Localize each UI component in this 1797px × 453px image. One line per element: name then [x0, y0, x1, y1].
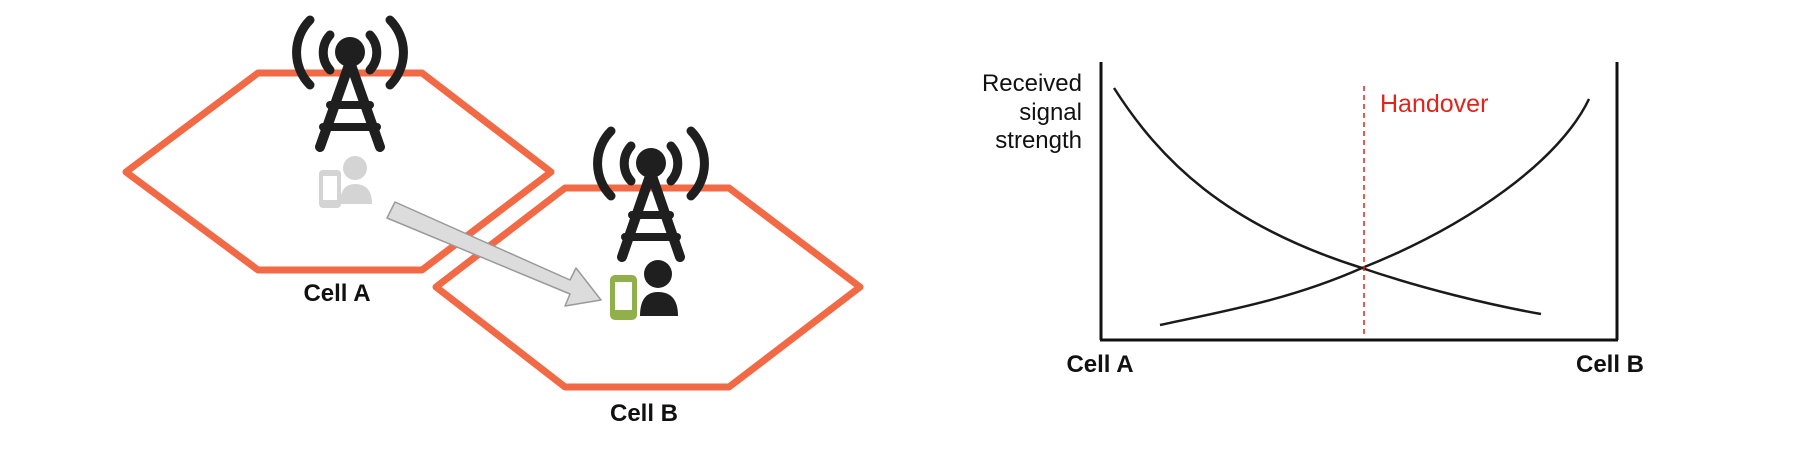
cell-a-signal-curve — [1112, 87, 1542, 316]
cell-a-hexagon — [122, 69, 555, 274]
ghost-user-icon — [319, 156, 372, 208]
cell-b-signal-curve — [1159, 98, 1591, 327]
y-axis-label-line3: strength — [995, 127, 1082, 154]
active-user-icon — [610, 260, 678, 320]
y-axis-label-line1: Received — [982, 70, 1082, 97]
tower-b-icon — [593, 126, 709, 262]
cell-b-hexagon — [432, 184, 864, 391]
handover-label: Handover — [1380, 90, 1488, 118]
y-axis-label-line2: signal — [1019, 99, 1082, 126]
x-start-label: Cell A — [1066, 351, 1133, 378]
movement-arrow — [386, 201, 602, 307]
tower-a-icon — [292, 15, 408, 152]
signal-chart: Handover Received signal strength Cell A… — [982, 62, 1644, 378]
cell-a-label: Cell A — [303, 280, 370, 307]
x-end-label: Cell B — [1576, 351, 1644, 378]
cell-b-label: Cell B — [610, 400, 678, 427]
cell-diagram: Cell A Cell B — [122, 15, 864, 427]
